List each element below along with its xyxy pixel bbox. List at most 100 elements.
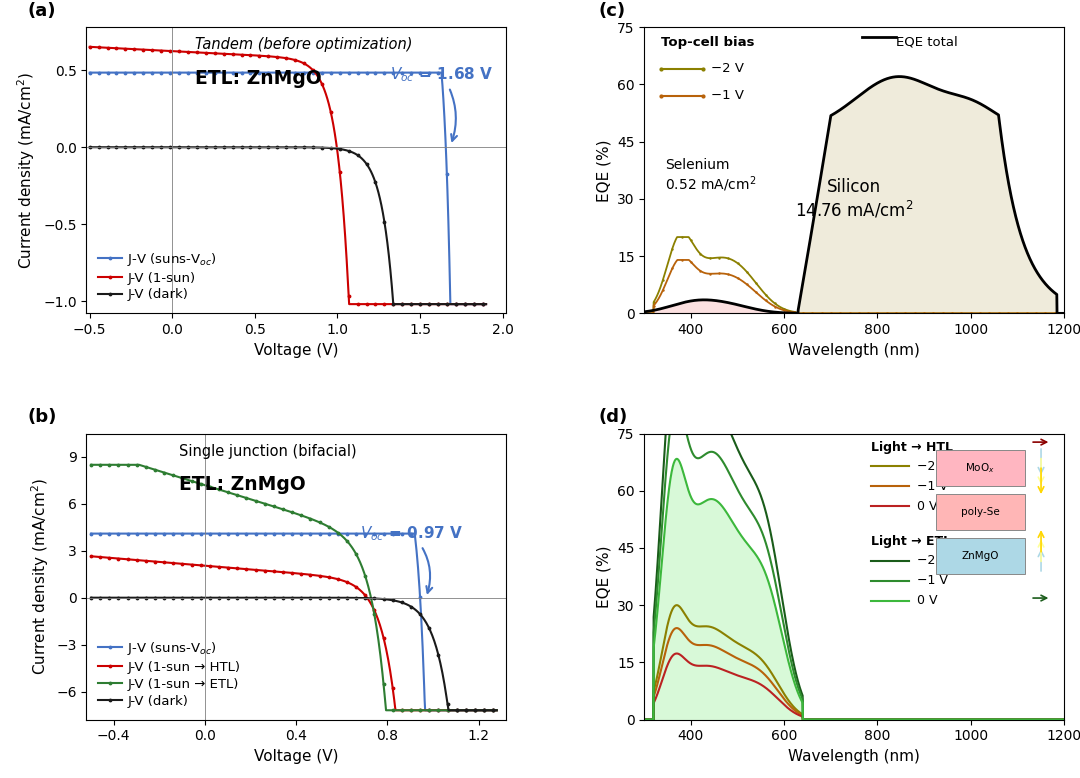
Text: Selenium
0.52 mA/cm$^2$: Selenium 0.52 mA/cm$^2$ bbox=[665, 158, 757, 194]
Y-axis label: Current density (mA/cm$^2$): Current density (mA/cm$^2$) bbox=[29, 478, 51, 675]
J-V (dark) bbox=[343, 593, 356, 602]
J-V (dark) bbox=[84, 593, 97, 602]
J-V (dark) bbox=[490, 706, 503, 715]
J-V (dark) bbox=[336, 145, 349, 154]
Text: (a): (a) bbox=[28, 2, 56, 19]
J-V (dark) bbox=[434, 659, 447, 668]
Text: $V_{oc}$ = 0.97 V: $V_{oc}$ = 0.97 V bbox=[360, 524, 463, 593]
J-V (dark) bbox=[442, 706, 455, 715]
Text: EQE total: EQE total bbox=[896, 36, 958, 49]
J-V (1-sun) bbox=[336, 193, 349, 202]
J-V (suns-V$_{oc}$) bbox=[444, 300, 457, 309]
J-V (1-sun) bbox=[342, 300, 355, 309]
J-V (1-sun → ETL) bbox=[343, 539, 356, 548]
Text: −2 V: −2 V bbox=[917, 555, 948, 567]
J-V (dark) bbox=[392, 597, 405, 606]
J-V (dark) bbox=[83, 142, 96, 152]
J-V (1-sun → HTL) bbox=[320, 572, 333, 581]
X-axis label: Voltage (V): Voltage (V) bbox=[254, 342, 338, 358]
Text: −1 V: −1 V bbox=[917, 574, 948, 587]
Line: J-V (dark): J-V (dark) bbox=[89, 595, 499, 713]
J-V (suns-V$_{oc}$) bbox=[83, 68, 96, 77]
J-V (suns-V$_{oc}$) bbox=[383, 68, 396, 77]
J-V (1-sun) bbox=[426, 300, 438, 309]
Line: J-V (1-sun → ETL): J-V (1-sun → ETL) bbox=[89, 462, 499, 713]
J-V (suns-V$_{oc}$) bbox=[343, 529, 356, 538]
Text: −1 V: −1 V bbox=[917, 480, 948, 493]
J-V (suns-V$_{oc}$) bbox=[419, 706, 432, 715]
J-V (1-sun) bbox=[108, 44, 121, 53]
J-V (1-sun) bbox=[384, 300, 397, 309]
Line: J-V (dark): J-V (dark) bbox=[87, 145, 488, 307]
J-V (1-sun → ETL) bbox=[84, 460, 97, 469]
J-V (dark) bbox=[330, 593, 343, 602]
J-V (suns-V$_{oc}$) bbox=[324, 68, 337, 77]
J-V (dark) bbox=[387, 300, 400, 309]
Text: ETL: ZnMgO: ETL: ZnMgO bbox=[178, 475, 306, 494]
J-V (1-sun → HTL) bbox=[84, 552, 97, 561]
J-V (1-sun) bbox=[83, 42, 96, 51]
J-V (1-sun → HTL) bbox=[330, 574, 343, 584]
J-V (1-sun → HTL) bbox=[434, 706, 447, 715]
J-V (1-sun → HTL) bbox=[109, 554, 122, 563]
Text: (d): (d) bbox=[598, 408, 627, 426]
Legend: J-V (suns-V$_{oc}$), J-V (1-sun → HTL), J-V (1-sun → ETL), J-V (dark): J-V (suns-V$_{oc}$), J-V (1-sun → HTL), … bbox=[93, 635, 245, 713]
Line: J-V (suns-V$_{oc}$): J-V (suns-V$_{oc}$) bbox=[87, 70, 488, 307]
J-V (suns-V$_{oc}$) bbox=[330, 529, 343, 538]
J-V (1-sun → ETL) bbox=[379, 706, 392, 715]
X-axis label: Voltage (V): Voltage (V) bbox=[254, 749, 338, 764]
J-V (1-sun → HTL) bbox=[393, 706, 406, 715]
J-V (dark) bbox=[313, 143, 326, 152]
J-V (dark) bbox=[108, 142, 121, 152]
J-V (1-sun → ETL) bbox=[330, 527, 343, 537]
Line: J-V (1-sun → HTL): J-V (1-sun → HTL) bbox=[89, 554, 499, 713]
J-V (dark) bbox=[383, 265, 396, 275]
J-V (suns-V$_{oc}$) bbox=[490, 706, 503, 715]
Text: −2 V: −2 V bbox=[712, 62, 744, 75]
J-V (dark) bbox=[320, 593, 333, 602]
J-V (1-sun → ETL) bbox=[490, 706, 503, 715]
J-V (dark) bbox=[426, 300, 438, 309]
Text: Light → ETL: Light → ETL bbox=[870, 535, 951, 548]
Text: (c): (c) bbox=[598, 2, 625, 19]
J-V (dark) bbox=[480, 300, 492, 309]
J-V (1-sun → ETL) bbox=[320, 521, 333, 531]
J-V (suns-V$_{oc}$) bbox=[320, 529, 333, 538]
J-V (1-sun) bbox=[324, 105, 337, 114]
J-V (suns-V$_{oc}$) bbox=[108, 68, 121, 77]
Legend: J-V (suns-V$_{oc}$), J-V (1-sun), J-V (dark): J-V (suns-V$_{oc}$), J-V (1-sun), J-V (d… bbox=[93, 245, 222, 307]
J-V (suns-V$_{oc}$) bbox=[109, 529, 122, 538]
J-V (1-sun → HTL) bbox=[490, 706, 503, 715]
Line: J-V (suns-V$_{oc}$): J-V (suns-V$_{oc}$) bbox=[89, 531, 499, 713]
Text: ETL: ZnMgO: ETL: ZnMgO bbox=[195, 68, 322, 88]
J-V (1-sun → ETL) bbox=[393, 706, 406, 715]
J-V (suns-V$_{oc}$) bbox=[336, 68, 349, 77]
Y-axis label: EQE (%): EQE (%) bbox=[596, 139, 611, 202]
J-V (dark) bbox=[109, 593, 122, 602]
Text: $V_{oc}$ = 1.68 V: $V_{oc}$ = 1.68 V bbox=[390, 65, 494, 141]
Line: J-V (1-sun): J-V (1-sun) bbox=[87, 44, 488, 307]
J-V (suns-V$_{oc}$) bbox=[313, 68, 326, 77]
Y-axis label: EQE (%): EQE (%) bbox=[596, 545, 611, 608]
J-V (suns-V$_{oc}$) bbox=[480, 300, 492, 309]
Text: Silicon
14.76 mA/cm$^2$: Silicon 14.76 mA/cm$^2$ bbox=[795, 177, 914, 220]
J-V (1-sun → ETL) bbox=[434, 706, 447, 715]
J-V (1-sun) bbox=[480, 300, 492, 309]
Text: Top-cell bias: Top-cell bias bbox=[661, 36, 755, 49]
J-V (1-sun → ETL) bbox=[109, 460, 122, 469]
Text: Single junction (bifacial): Single junction (bifacial) bbox=[178, 443, 356, 458]
Text: 0 V: 0 V bbox=[917, 500, 937, 513]
Text: −2 V: −2 V bbox=[917, 460, 948, 473]
J-V (dark) bbox=[324, 143, 337, 152]
X-axis label: Wavelength (nm): Wavelength (nm) bbox=[788, 749, 920, 764]
J-V (1-sun) bbox=[313, 75, 326, 85]
J-V (suns-V$_{oc}$) bbox=[424, 68, 437, 77]
Text: Light → HTL: Light → HTL bbox=[870, 440, 953, 454]
Text: Tandem (before optimization): Tandem (before optimization) bbox=[195, 37, 413, 52]
X-axis label: Wavelength (nm): Wavelength (nm) bbox=[788, 342, 920, 358]
Text: (b): (b) bbox=[28, 408, 57, 426]
J-V (1-sun → HTL) bbox=[343, 579, 356, 588]
Y-axis label: Current density (mA/cm$^2$): Current density (mA/cm$^2$) bbox=[16, 72, 38, 269]
J-V (1-sun → HTL) bbox=[389, 706, 402, 715]
J-V (suns-V$_{oc}$) bbox=[392, 529, 405, 538]
